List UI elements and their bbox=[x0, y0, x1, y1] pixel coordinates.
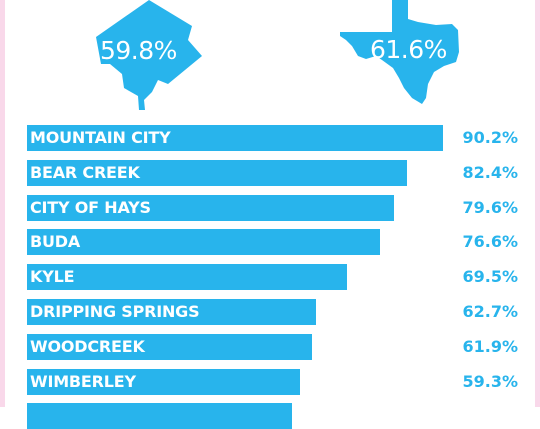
bar: BEAR CREEK bbox=[27, 160, 407, 186]
right-border bbox=[535, 0, 540, 407]
bar-chart: MOUNTAIN CITY 90.2% BEAR CREEK 82.4% CITY OF… bbox=[27, 125, 518, 429]
bar: MOUNTAIN CITY bbox=[27, 125, 443, 151]
bar-category-label: DRIPPING SPRINGS bbox=[30, 302, 200, 321]
left-border bbox=[0, 0, 5, 407]
bar: WIMBERLEY bbox=[27, 369, 300, 395]
bar-value-label: 69.5% bbox=[462, 267, 518, 286]
bar: KYLE bbox=[27, 264, 347, 290]
bar-category-label: MOUNTAIN CITY bbox=[30, 128, 171, 147]
bar: CITY OF HAYS bbox=[27, 195, 394, 221]
washington-dc-shape bbox=[96, 0, 202, 110]
bar-category-label: KYLE bbox=[30, 267, 75, 286]
bar-category-label: BEAR CREEK bbox=[30, 163, 140, 182]
texas-outline-icon: 61.6% bbox=[340, 0, 459, 104]
bar-value-label: 82.4% bbox=[462, 163, 518, 182]
bar: DRIPPING SPRINGS bbox=[27, 299, 316, 325]
bar: WOODCREEK bbox=[27, 334, 312, 360]
bar-value-label: 90.2% bbox=[462, 128, 518, 147]
bar-value-label: 79.6% bbox=[462, 198, 518, 217]
bar-category-label: BUDA bbox=[30, 232, 81, 251]
bar-value-label: 61.9% bbox=[462, 337, 518, 356]
texas-shape bbox=[340, 0, 459, 104]
bar: BUDA bbox=[27, 229, 380, 255]
washington-dc-value: 59.8% bbox=[100, 36, 177, 65]
bar-value-label: 59.3% bbox=[462, 372, 518, 391]
bar-value-label: 62.7% bbox=[462, 302, 518, 321]
bar-category-label: WIMBERLEY bbox=[30, 372, 136, 391]
bar-value-label: 76.6% bbox=[462, 232, 518, 251]
bar-category-label: WOODCREEK bbox=[30, 337, 145, 356]
texas-value: 61.6% bbox=[370, 35, 447, 64]
bar-category-label: CITY OF HAYS bbox=[30, 198, 151, 217]
washington-dc-outline-icon: 59.8% bbox=[96, 0, 202, 110]
